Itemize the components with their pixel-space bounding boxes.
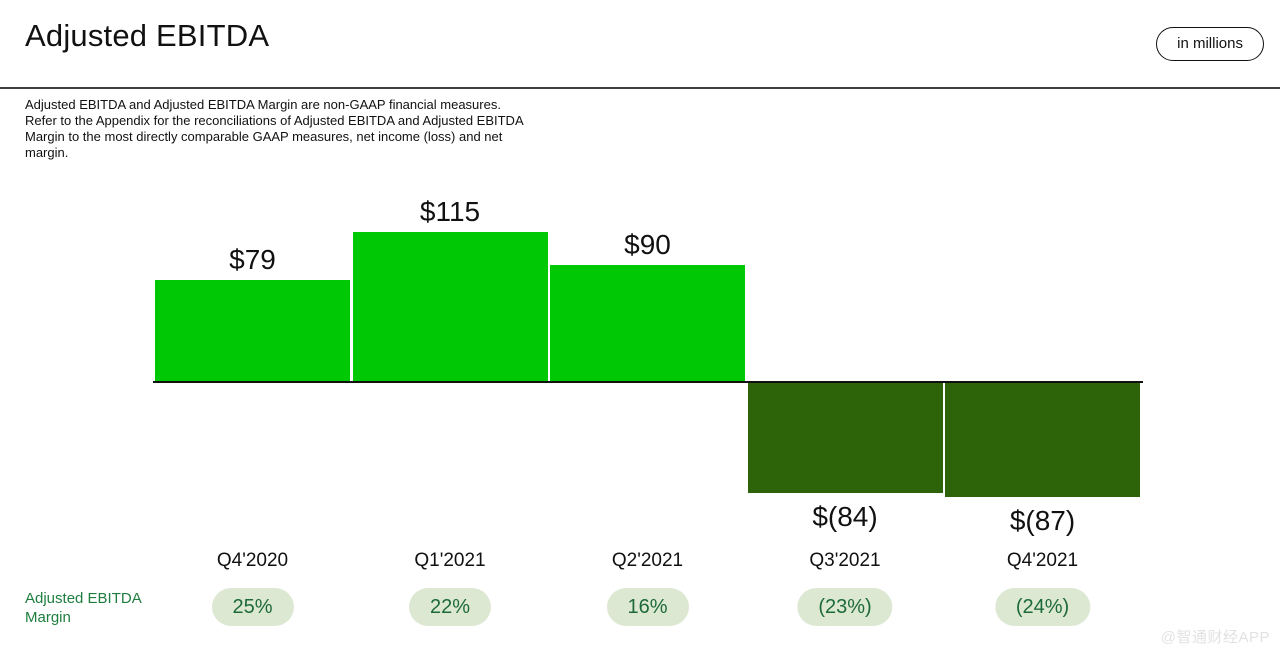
disclaimer-line: Adjusted EBITDA and Adjusted EBITDA Marg… [25, 97, 501, 112]
header-divider [0, 87, 1280, 89]
x-axis-label: Q3'2021 [809, 550, 881, 571]
page-title: Adjusted EBITDA [25, 18, 270, 53]
bar-value-label: $115 [419, 196, 481, 227]
bar-value-label: $90 [624, 229, 671, 260]
x-axis-label: Q2'2021 [611, 550, 684, 571]
chart-bar-Q1'2021 [352, 232, 548, 383]
bar-value-label: $79 [229, 244, 276, 275]
disclaimer-line: Margin to the most directly comparable G… [25, 129, 503, 144]
chart-bar-Q2'2021 [550, 265, 745, 383]
chart-bar-Q3'2021 [747, 383, 943, 493]
x-axis-line [153, 381, 1143, 383]
x-axis-label: Q4'2020 [216, 550, 289, 571]
unit-badge: in millions [1156, 27, 1264, 61]
x-axis-label: Q1'2021 [414, 550, 486, 571]
margin-pill: 16% [606, 588, 689, 626]
chart-bar-Q4'2020 [155, 280, 350, 383]
x-axis-label: Q4'2021 [1006, 550, 1079, 571]
bar-value-label: $(87) [1009, 505, 1076, 536]
watermark: @智通财经APP [1160, 629, 1270, 646]
margin-pill: (23%) [797, 588, 893, 626]
disclaimer-line: margin. [25, 145, 69, 160]
disclaimer-line: Refer to the Appendix for the reconcilia… [25, 113, 524, 128]
bar-value-label: $(84) [812, 501, 878, 532]
margin-pill: 25% [211, 588, 294, 626]
disclaimer-text: Adjusted EBITDA and Adjusted EBITDA Marg… [25, 97, 524, 161]
margin-row-label: Adjusted EBITDA Margin [25, 590, 141, 626]
chart-bar-Q4'2021 [945, 383, 1140, 497]
margin-pill: 22% [408, 588, 492, 626]
margin-pill: (24%) [994, 588, 1091, 626]
